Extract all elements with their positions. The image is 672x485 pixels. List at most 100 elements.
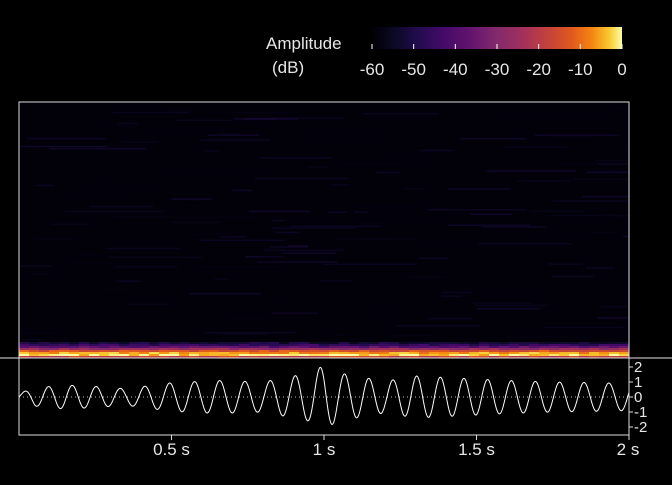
band-cell xyxy=(149,356,160,358)
band-cell xyxy=(469,346,480,349)
band-cell xyxy=(109,342,120,345)
band-cell xyxy=(409,354,420,357)
spectrogram-streak xyxy=(403,188,424,190)
y-tick-label: 1 xyxy=(634,374,643,391)
band-cell xyxy=(509,344,520,347)
band-cell xyxy=(569,356,580,358)
band-cell xyxy=(469,356,480,358)
band-cell xyxy=(489,352,500,355)
band-cell xyxy=(329,344,340,347)
spectrogram-streak xyxy=(620,146,629,149)
colorbar-ticks xyxy=(371,44,623,49)
band-cell xyxy=(259,354,270,357)
spectrogram-streak xyxy=(580,208,608,210)
band-cell xyxy=(499,354,510,357)
band-cell xyxy=(19,352,30,355)
spectrogram-streak xyxy=(333,237,415,240)
band-cell xyxy=(559,350,570,353)
band-cell xyxy=(559,356,570,358)
colorbar-tick-label: 0 xyxy=(617,60,627,79)
spectrogram-streak xyxy=(35,184,54,187)
band-cell xyxy=(559,348,570,351)
band-cell xyxy=(609,348,620,351)
band-cell xyxy=(29,350,40,353)
spectrogram-streak xyxy=(477,307,541,310)
band-cell xyxy=(339,354,350,357)
band-cell xyxy=(179,342,190,345)
band-cell xyxy=(169,356,180,358)
spectrogram-streak xyxy=(200,139,270,141)
band-cell xyxy=(409,348,420,351)
band-cell xyxy=(569,348,580,351)
band-cell xyxy=(89,344,100,347)
band-cell xyxy=(369,346,380,349)
spectrogram-streak xyxy=(365,318,386,321)
band-cell xyxy=(509,346,520,349)
spectrogram-streak xyxy=(506,335,602,338)
band-cell xyxy=(239,342,250,345)
spectrogram-streak xyxy=(361,222,384,225)
band-cell xyxy=(459,354,470,357)
band-cell xyxy=(589,346,600,349)
band-cell xyxy=(119,354,130,357)
spectrogram-streak xyxy=(207,110,276,113)
band-cell xyxy=(419,344,430,347)
spectrogram-streak xyxy=(474,304,549,307)
band-cell xyxy=(609,344,620,347)
band-cell xyxy=(409,352,420,355)
band-cell xyxy=(509,356,520,358)
spectrogram-streak xyxy=(289,134,388,137)
spectrogram-streak xyxy=(287,217,334,220)
band-cell xyxy=(399,348,410,351)
spectrogram-streak xyxy=(94,175,118,178)
band-cell xyxy=(299,346,310,349)
spectrogram-streak xyxy=(257,261,338,263)
band-cell xyxy=(219,344,230,347)
band-cell xyxy=(169,352,180,355)
band-cell xyxy=(389,350,400,353)
band-cell xyxy=(489,342,500,345)
spectrogram-streak xyxy=(595,160,629,162)
band-cell xyxy=(379,356,390,358)
band-cell xyxy=(99,346,110,349)
band-cell xyxy=(279,346,290,349)
band-cell xyxy=(599,346,610,349)
band-cell xyxy=(79,350,90,353)
band-cell xyxy=(269,344,280,347)
band-cell xyxy=(99,348,110,351)
band-cell xyxy=(489,354,500,357)
band-cell xyxy=(179,348,190,351)
band-cell xyxy=(619,346,629,349)
spectrogram-streak xyxy=(171,221,221,223)
band-cell xyxy=(589,352,600,355)
band-cell xyxy=(539,356,550,358)
band-cell xyxy=(379,350,390,353)
band-cell xyxy=(199,356,210,358)
band-cell xyxy=(369,348,380,351)
spectrogram-streak xyxy=(396,325,480,327)
band-cell xyxy=(129,356,140,358)
spectrogram-streak xyxy=(235,121,269,123)
band-cell xyxy=(599,342,610,345)
band-cell xyxy=(409,356,420,358)
spectrogram-streak xyxy=(229,317,264,319)
band-cell xyxy=(39,354,50,357)
band-cell xyxy=(139,344,150,347)
spectrogram-streak xyxy=(363,159,431,162)
band-cell xyxy=(179,354,190,357)
band-cell xyxy=(109,346,120,349)
spectrogram-streak xyxy=(65,210,165,213)
band-cell xyxy=(349,356,360,358)
band-cell xyxy=(399,350,410,353)
band-cell xyxy=(39,356,50,358)
spectrogram-streak xyxy=(204,331,296,334)
band-cell xyxy=(399,352,410,355)
spectrogram-streak xyxy=(550,275,595,278)
band-cell xyxy=(149,348,160,351)
band-cell xyxy=(159,354,170,357)
spectrogram-streak xyxy=(295,130,376,133)
band-cell xyxy=(139,356,150,358)
band-cell xyxy=(289,350,300,353)
band-cell xyxy=(249,354,260,357)
